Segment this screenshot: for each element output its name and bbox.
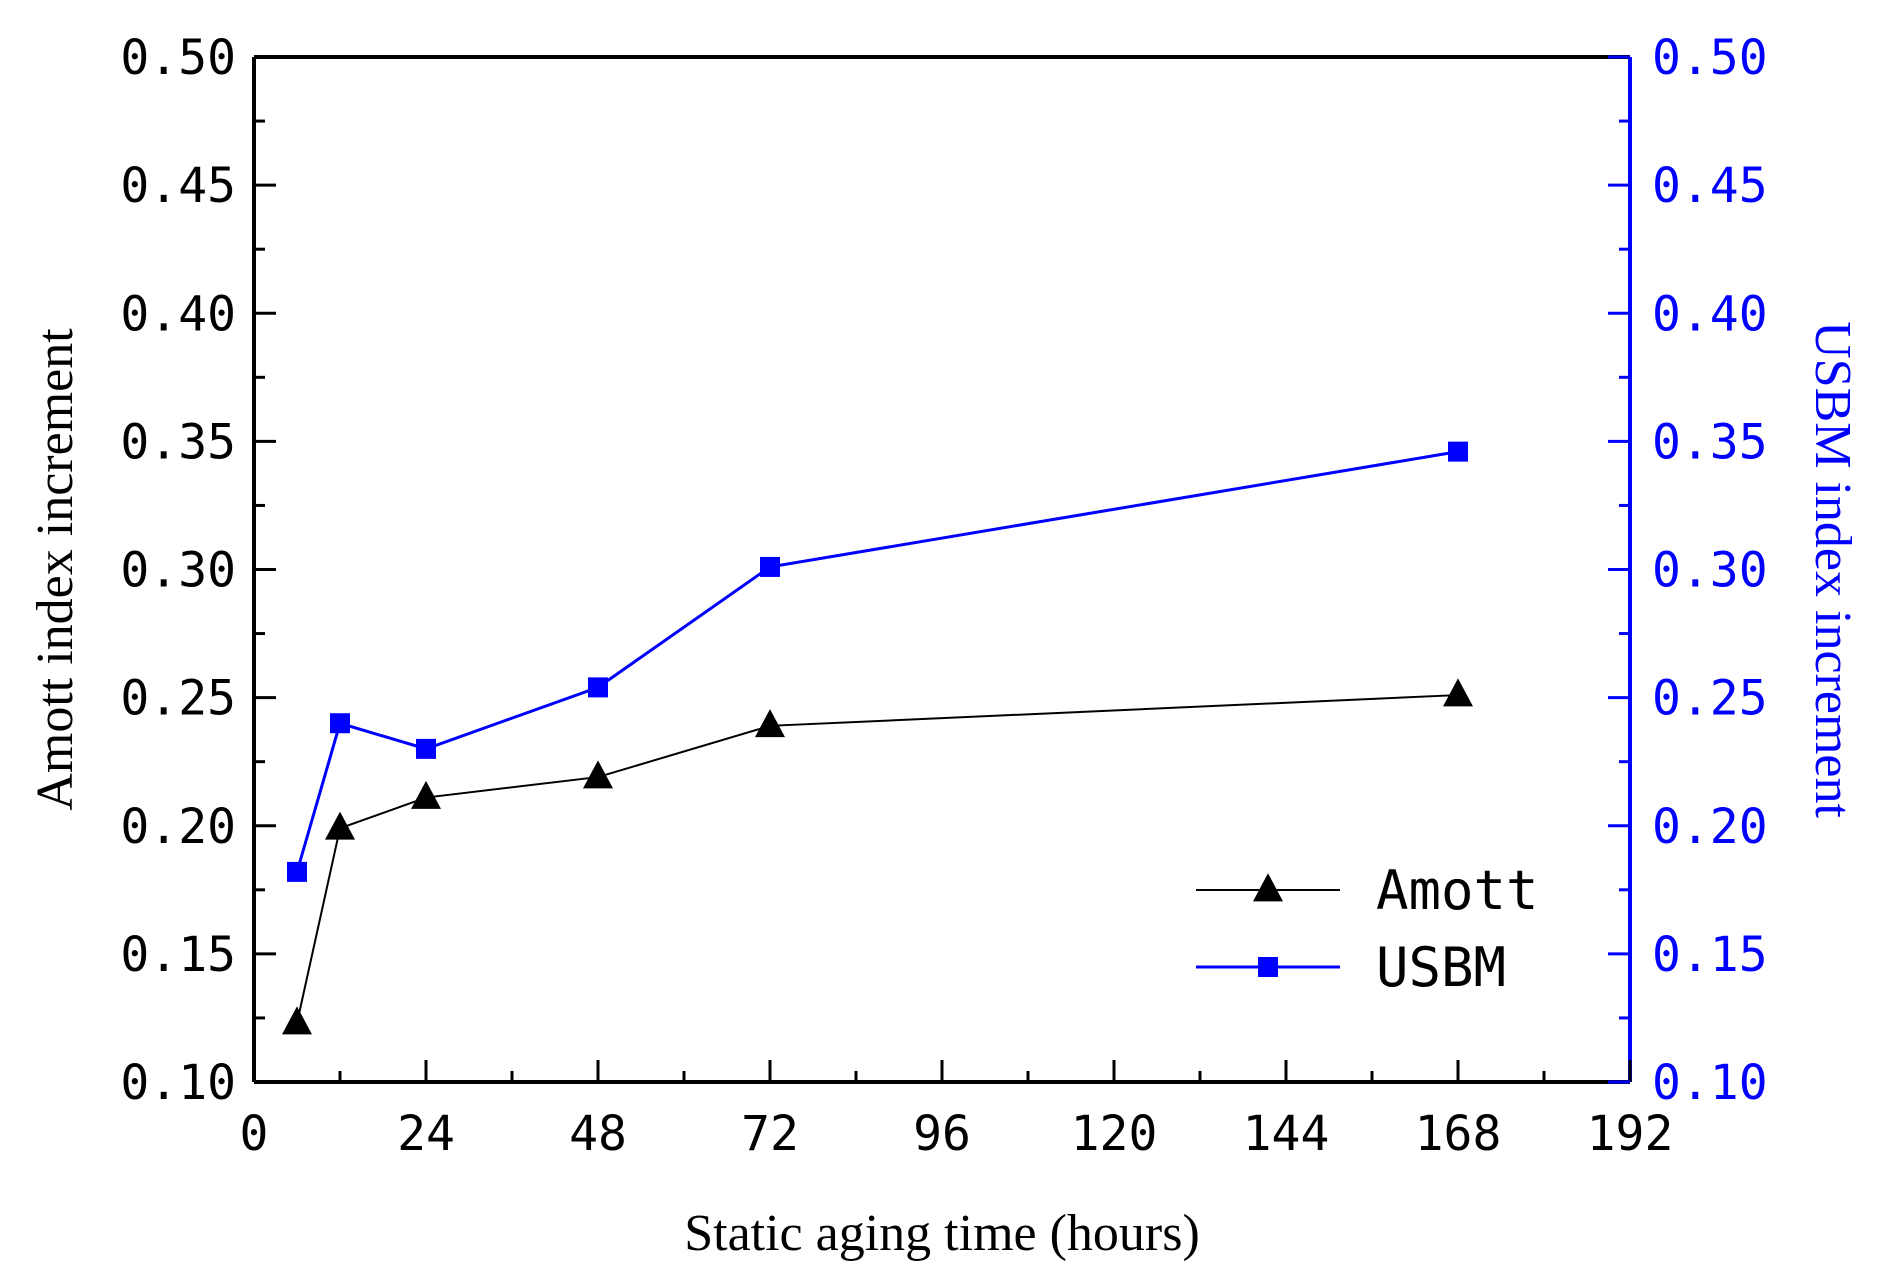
usbm-series-line xyxy=(295,450,1459,873)
amott-point xyxy=(282,1006,312,1035)
left-y-tick-label: 0.25 xyxy=(120,671,236,727)
amott-point xyxy=(325,811,355,840)
left-y-tick-label: 0.30 xyxy=(120,543,236,599)
x-tick-label: 96 xyxy=(913,1106,971,1162)
right-y-tick-label: 0.45 xyxy=(1652,158,1768,214)
right-y-tick-label: 0.50 xyxy=(1652,30,1768,86)
left-y-tick-label: 0.10 xyxy=(120,1055,236,1111)
x-tick-label: 24 xyxy=(397,1106,455,1162)
x-tick-label: 168 xyxy=(1415,1106,1502,1162)
left-y-tick-label: 0.15 xyxy=(120,927,236,983)
usbm-point xyxy=(1448,441,1468,462)
right-y-tick-label: 0.25 xyxy=(1652,671,1768,727)
left-y-tick-label: 0.50 xyxy=(120,30,236,86)
usbm-point xyxy=(760,556,780,577)
right-y-tick-label: 0.20 xyxy=(1652,799,1768,855)
right-y-tick-label: 0.10 xyxy=(1652,1055,1768,1111)
x-tick-label: 0 xyxy=(240,1106,269,1162)
amott-point xyxy=(411,780,441,809)
right-y-axis-title: USBM index increment xyxy=(1804,321,1861,818)
right-y-tick-label: 0.35 xyxy=(1652,414,1768,470)
x-tick-label: 72 xyxy=(741,1106,799,1162)
right-y-tick-label: 0.40 xyxy=(1652,286,1768,342)
amott-point xyxy=(1443,678,1473,707)
x-tick-label: 192 xyxy=(1587,1106,1674,1162)
amott-point xyxy=(583,760,613,789)
usbm-point xyxy=(330,713,350,734)
legend-amott-marker xyxy=(1253,873,1283,902)
x-tick-label: 48 xyxy=(569,1106,627,1162)
legend-usbm-marker xyxy=(1258,957,1278,977)
left-y-tick-label: 0.40 xyxy=(120,286,236,342)
left-y-axis-title: Amott index increment xyxy=(27,328,84,811)
amott-point xyxy=(755,709,785,738)
usbm-point xyxy=(416,738,436,759)
usbm-point xyxy=(287,861,307,882)
legend-amott-label: Amott xyxy=(1376,859,1539,922)
right-y-tick-label: 0.30 xyxy=(1652,543,1768,599)
legend-usbm-label: USBM xyxy=(1376,936,1506,999)
right-y-tick-label: 0.15 xyxy=(1652,927,1768,983)
left-y-tick-label: 0.35 xyxy=(120,414,236,470)
amott-series-line xyxy=(296,694,1459,1024)
x-axis-title: Static aging time (hours) xyxy=(684,1205,1200,1262)
left-y-tick-label: 0.20 xyxy=(120,799,236,855)
left-y-tick-label: 0.45 xyxy=(120,158,236,214)
x-tick-label: 120 xyxy=(1071,1106,1158,1162)
usbm-point xyxy=(588,677,608,698)
x-tick-label: 144 xyxy=(1243,1106,1330,1162)
